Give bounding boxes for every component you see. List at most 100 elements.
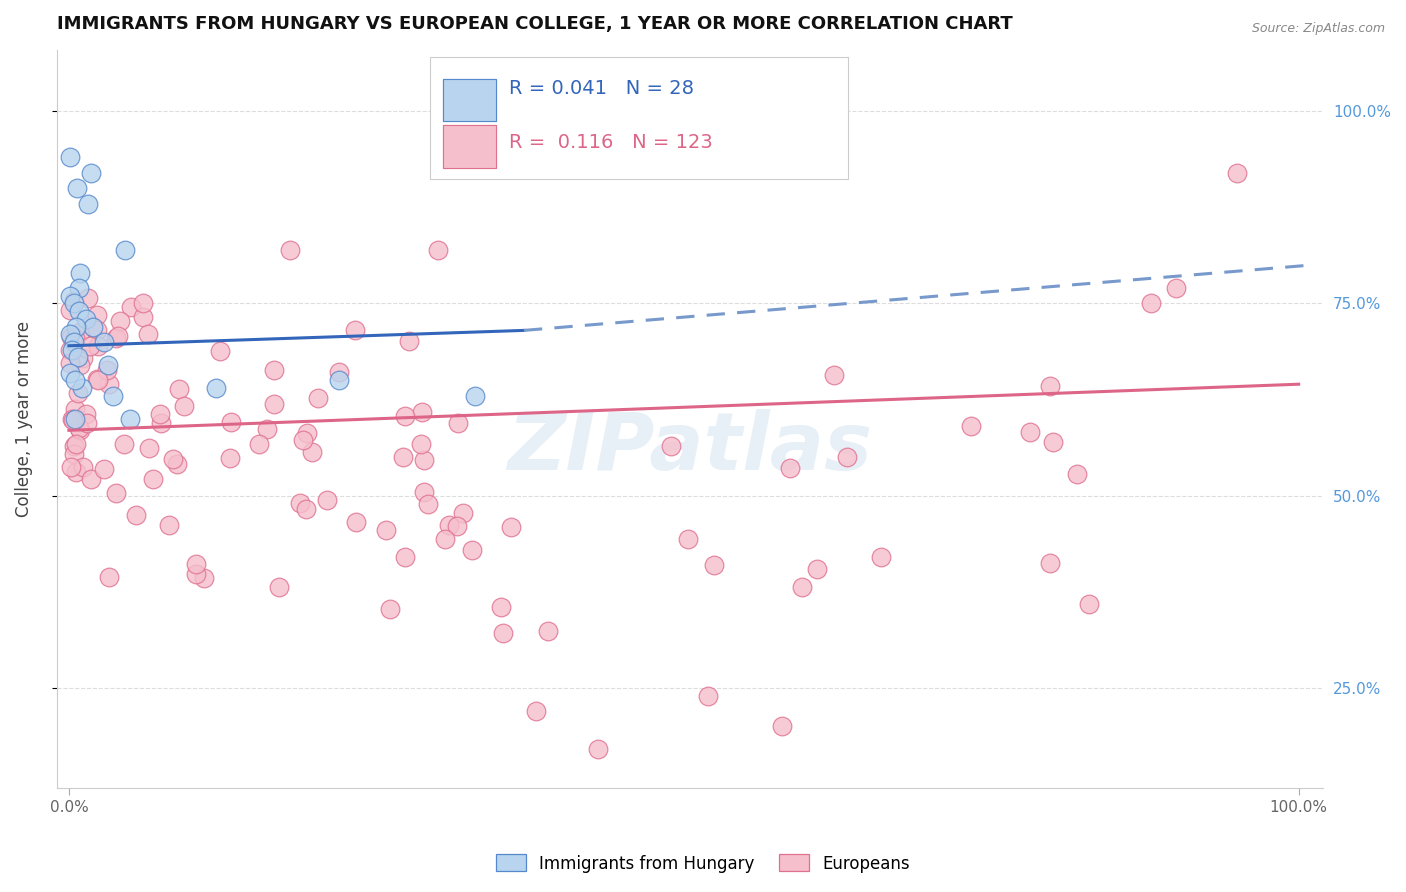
Point <box>328 365 350 379</box>
Point <box>60 412 83 426</box>
Point <box>86 308 108 322</box>
Point <box>72 459 94 474</box>
Point <box>65 319 87 334</box>
Point <box>398 334 420 349</box>
Point <box>80 472 103 486</box>
Point <box>247 437 270 451</box>
Point <box>59 366 82 380</box>
Point <box>93 334 115 349</box>
Point <box>59 303 82 318</box>
Point <box>1019 425 1042 439</box>
Point <box>105 331 128 345</box>
Point <box>167 382 190 396</box>
Point <box>136 326 159 341</box>
Point <box>65 436 87 450</box>
Point <box>150 416 173 430</box>
Point <box>1039 556 1062 570</box>
Point <box>416 497 439 511</box>
Point <box>62 343 84 357</box>
Point <box>411 405 433 419</box>
Point <box>120 411 142 425</box>
Point <box>63 331 86 345</box>
Point <box>291 434 314 448</box>
Text: R = 0.041   N = 28: R = 0.041 N = 28 <box>509 79 693 98</box>
Point <box>1042 434 1064 449</box>
Point <box>460 543 482 558</box>
Text: IMMIGRANTS FROM HUNGARY VS EUROPEAN COLLEGE, 1 YEAR OR MORE CORRELATION CHART: IMMIGRANTS FROM HUNGARY VS EUROPEAN COLL… <box>56 15 1012 33</box>
Point <box>263 397 285 411</box>
Point <box>412 453 434 467</box>
Point <box>779 461 801 475</box>
Point <box>790 580 813 594</box>
Point <box>162 451 184 466</box>
Point <box>75 311 97 326</box>
Point <box>870 549 893 564</box>
Point <box>112 437 135 451</box>
Point <box>1066 467 1088 481</box>
Point <box>263 362 285 376</box>
Point <box>219 415 242 429</box>
Point <box>63 401 86 416</box>
Point <box>315 492 337 507</box>
Legend: Immigrants from Hungary, Europeans: Immigrants from Hungary, Europeans <box>489 847 917 880</box>
Point <box>138 441 160 455</box>
Point <box>378 602 401 616</box>
Point <box>97 358 120 372</box>
Point <box>104 486 127 500</box>
Point <box>267 580 290 594</box>
Point <box>63 439 86 453</box>
Point <box>59 356 82 370</box>
Point <box>62 447 84 461</box>
Point <box>295 426 318 441</box>
Point <box>451 507 474 521</box>
Point <box>184 567 207 582</box>
Point <box>394 409 416 423</box>
Point <box>193 571 215 585</box>
Point <box>86 339 108 353</box>
Point <box>823 368 845 382</box>
Point <box>392 450 415 464</box>
Point <box>307 391 329 405</box>
Point <box>208 343 231 358</box>
Point <box>157 518 180 533</box>
Point <box>63 413 86 427</box>
Y-axis label: College, 1 year or more: College, 1 year or more <box>15 321 32 516</box>
Point <box>59 459 82 474</box>
Point <box>1077 598 1099 612</box>
Point <box>62 413 84 427</box>
Text: Source: ZipAtlas.com: Source: ZipAtlas.com <box>1251 22 1385 36</box>
Point <box>446 518 468 533</box>
Point <box>1039 379 1062 393</box>
Point <box>79 339 101 353</box>
Point <box>278 243 301 257</box>
Point <box>97 570 120 584</box>
Point <box>131 296 153 310</box>
Point <box>63 334 86 349</box>
Point <box>67 386 90 401</box>
Point <box>63 411 86 425</box>
Point <box>120 300 142 314</box>
Point <box>806 561 828 575</box>
Point <box>59 289 82 303</box>
Point <box>678 532 700 546</box>
Point <box>98 377 121 392</box>
Point <box>86 323 108 337</box>
Point <box>76 416 98 430</box>
Point <box>82 319 104 334</box>
Point <box>93 461 115 475</box>
Point <box>77 196 100 211</box>
Point <box>66 351 89 365</box>
Point <box>770 719 793 733</box>
Point <box>76 291 98 305</box>
Point <box>492 625 515 640</box>
Point <box>72 381 94 395</box>
Point <box>67 304 90 318</box>
FancyBboxPatch shape <box>430 57 848 179</box>
Point <box>69 359 91 373</box>
Point <box>59 151 82 165</box>
Point <box>433 532 456 546</box>
Point <box>107 329 129 343</box>
Point <box>344 323 367 337</box>
Point <box>412 484 434 499</box>
Point <box>67 281 90 295</box>
